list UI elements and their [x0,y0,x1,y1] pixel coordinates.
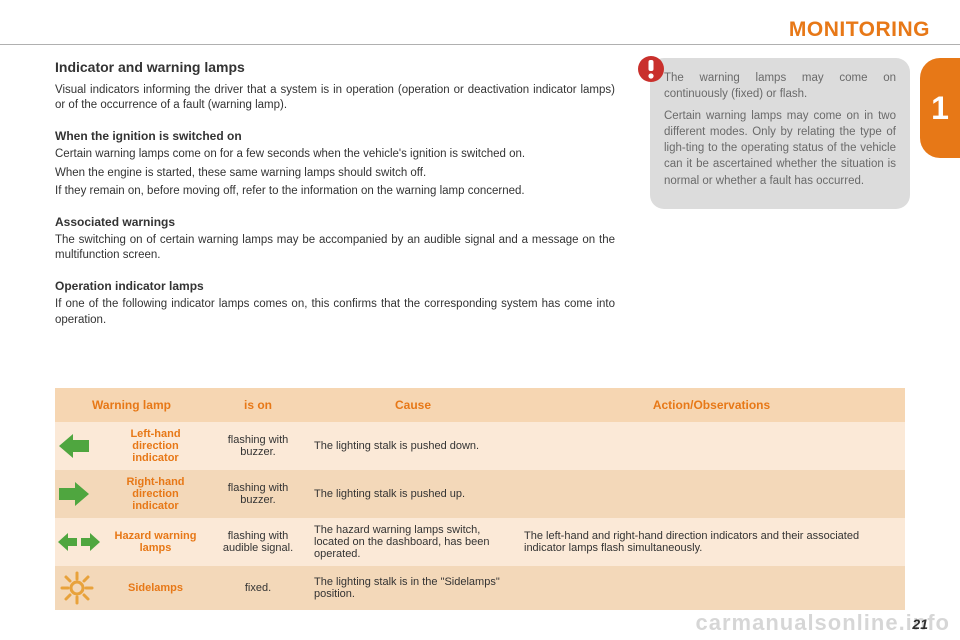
col-header: Warning lamp [55,388,208,422]
lamp-cause: The lighting stalk is pushed down. [308,422,518,470]
lamp-is-on: flashing with audible signal. [208,518,308,566]
alert-icon [636,54,666,84]
content-h2: Indicator and warning lamps [55,58,615,77]
lamp-name: Sidelamps [103,566,208,610]
lamp-is-on: flashing with buzzer. [208,470,308,518]
arrow-left-icon [55,422,103,470]
lamp-action: The left-hand and right-hand direction i… [518,518,905,566]
sidelamps-icon [55,566,103,610]
header-divider [0,44,960,45]
content-paragraph: If one of the following indicator lamps … [55,297,615,328]
section-tab: 1 [920,58,960,158]
col-header: is on [208,388,308,422]
content-paragraph: The switching on of certain warning lamp… [55,233,615,264]
table-row: Right-hand direction indicatorflashing w… [55,470,905,518]
content-paragraph: If they remain on, before moving off, re… [55,184,615,200]
content-paragraph: When the engine is started, these same w… [55,166,615,182]
callout-p2: Certain warning lamps may come on in two… [664,108,896,188]
lamp-name: Left-hand direction indicator [103,422,208,470]
content-paragraph: Certain warning lamps come on for a few … [55,147,615,163]
callout-p1: The warning lamps may come on continuous… [664,70,896,102]
warning-callout: The warning lamps may come on continuous… [650,58,910,209]
content-h3: Operation indicator lamps [55,278,615,294]
warning-lamp-table: Warning lampis onCauseAction/Observation… [55,388,905,610]
lamp-action [518,470,905,518]
table-row: Left-hand direction indicatorflashing wi… [55,422,905,470]
arrow-right-icon [55,470,103,518]
section-number: 1 [931,90,949,127]
lamp-cause: The lighting stalk is in the "Sidelamps"… [308,566,518,610]
table-row: Hazard warning lampsflashing with audibl… [55,518,905,566]
hazard-icon [55,518,103,566]
intro-paragraph: Visual indicators informing the driver t… [55,83,615,114]
content-h3: Associated warnings [55,214,615,230]
lamp-cause: The hazard warning lamps switch, located… [308,518,518,566]
lamp-is-on: fixed. [208,566,308,610]
main-text-block: Indicator and warning lamps Visual indic… [55,58,615,331]
col-header: Cause [308,388,518,422]
lamp-name: Right-hand direction indicator [103,470,208,518]
watermark-text: carmanualsonline.info [696,610,951,636]
page-header-title: MONITORING [789,18,930,42]
lamp-action [518,566,905,610]
lamp-action [518,422,905,470]
content-h3: When the ignition is switched on [55,128,615,144]
lamp-name: Hazard warning lamps [103,518,208,566]
table-row: Sidelampsfixed.The lighting stalk is in … [55,566,905,610]
col-header: Action/Observations [518,388,905,422]
lamp-is-on: flashing with buzzer. [208,422,308,470]
lamp-cause: The lighting stalk is pushed up. [308,470,518,518]
